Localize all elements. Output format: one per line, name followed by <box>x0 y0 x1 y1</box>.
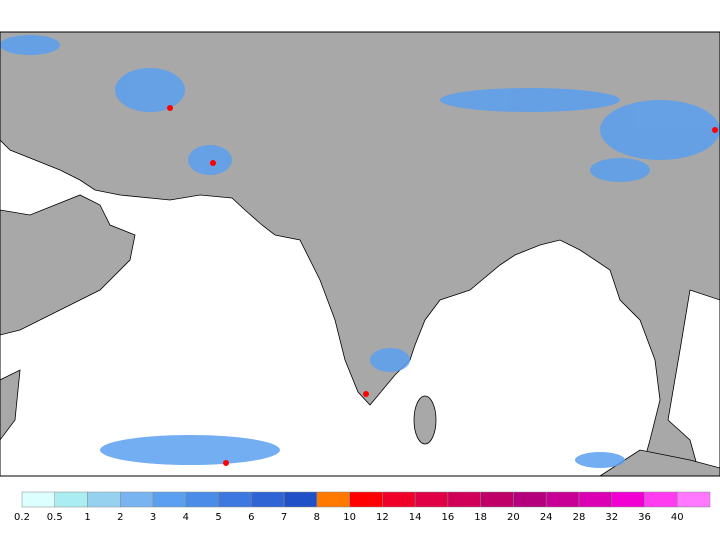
colorbar-bin <box>316 491 350 508</box>
colorbar-bin <box>382 491 416 508</box>
colorbar-bin <box>545 491 580 508</box>
colorbar-bin <box>644 491 678 508</box>
colorbar-label: 1 <box>84 512 90 523</box>
rain-area <box>100 435 280 465</box>
arabia <box>0 194 136 336</box>
heavy-rain <box>167 105 718 466</box>
colorbar-bin <box>513 491 547 508</box>
colorbar-bin <box>120 491 154 508</box>
colorbar-bin <box>87 491 121 508</box>
colorbar-label: 12 <box>376 512 389 523</box>
colorbar-bin <box>349 491 383 508</box>
rain-core <box>363 391 369 397</box>
colorbar-bin <box>480 491 514 508</box>
colorbar-label: 16 <box>442 512 455 523</box>
rain-core <box>712 127 718 133</box>
colorbar-label: 18 <box>474 512 487 523</box>
colorbar-label: 24 <box>540 512 553 523</box>
colorbar-bin <box>185 491 219 508</box>
rain-area <box>600 100 720 160</box>
colorbar-label: 2 <box>117 512 123 523</box>
colorbar-label: 36 <box>638 512 651 523</box>
rain-core <box>167 105 173 111</box>
colorbar-label: 28 <box>573 512 586 523</box>
rain-area <box>0 35 60 55</box>
colorbar-label: 0.2 <box>14 512 30 523</box>
colorbar-label: 20 <box>507 512 520 523</box>
colorbar-label: 0.5 <box>47 512 63 523</box>
colorbar-label: 3 <box>150 512 156 523</box>
precipitation <box>0 35 720 468</box>
rain-area <box>115 68 185 112</box>
colorbar: 0.2 0.5 1 2 3 4 5 6 7 8 10 12 14 16 18 20 24 28 32 36 40 <box>14 491 711 523</box>
map <box>0 31 720 477</box>
sri-lanka <box>413 395 437 445</box>
colorbar-label: 4 <box>183 512 189 523</box>
colorbar-bin <box>218 491 252 508</box>
colorbar-bin <box>414 491 449 508</box>
colorbar-bin <box>578 491 612 508</box>
colorbar-bin <box>251 491 285 508</box>
colorbar-bin <box>54 491 88 508</box>
colorbar-bin <box>611 491 645 508</box>
colorbar-bin <box>152 491 187 508</box>
colorbar-label: 40 <box>671 512 684 523</box>
colorbar-label: 8 <box>314 512 320 523</box>
rain-area <box>590 158 650 182</box>
colorbar-bin <box>21 491 56 508</box>
rain-core <box>223 460 229 466</box>
rain-area <box>575 452 625 468</box>
rain-core <box>210 160 216 166</box>
colorbar-label: 14 <box>409 512 422 523</box>
colorbar-bin <box>283 491 318 508</box>
colorbar-label: 7 <box>281 512 287 523</box>
rain-area <box>440 88 620 112</box>
colorbar-bin <box>676 491 711 508</box>
colorbar-label: 6 <box>248 512 254 523</box>
colorbar-label: 10 <box>343 512 356 523</box>
colorbar-bin <box>447 491 481 508</box>
somalia <box>0 369 21 441</box>
colorbar-label: 32 <box>605 512 618 523</box>
colorbar-label: 5 <box>215 512 221 523</box>
map-frame <box>0 31 720 477</box>
rain-area <box>370 348 410 372</box>
rain-area <box>188 145 232 175</box>
